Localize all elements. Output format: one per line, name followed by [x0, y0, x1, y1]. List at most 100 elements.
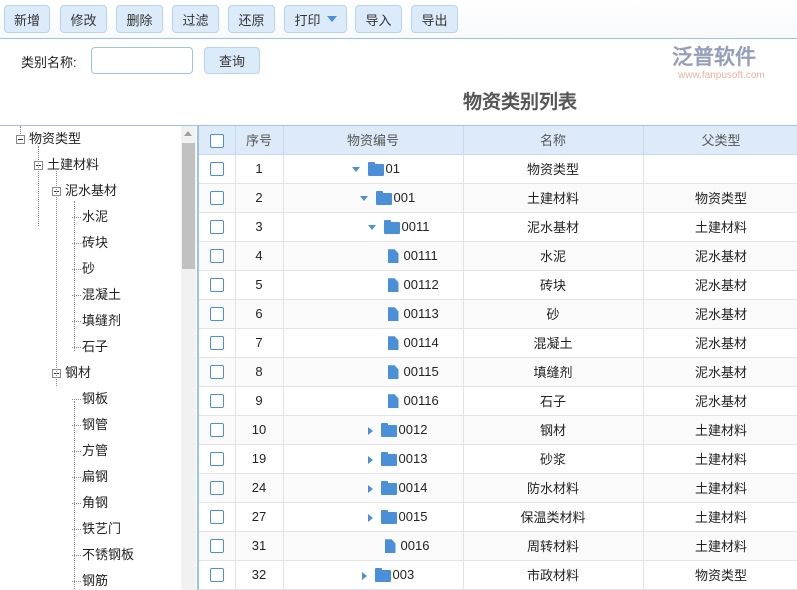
scroll-up-icon[interactable]: [184, 131, 192, 136]
table-row[interactable]: 7 00114 混凝土 泥水基材: [199, 328, 797, 358]
table-row[interactable]: 32 003 市政材料 物资类型: [199, 560, 797, 590]
table-row[interactable]: 6 00113 砂 泥水基材: [199, 299, 797, 329]
row-checkbox[interactable]: [209, 568, 224, 583]
table-row[interactable]: 9 00116 石子 泥水基材: [199, 386, 797, 416]
table-row[interactable]: 2 001 土建材料 物资类型: [199, 183, 797, 213]
tree-node[interactable]: 钢板: [72, 389, 108, 409]
tree-node[interactable]: 泥水基材: [52, 181, 117, 201]
collapsed-arrow-icon[interactable]: [367, 426, 373, 435]
code-text: 0013: [398, 451, 428, 466]
table-row[interactable]: 27 0015 保温类材料 土建材料: [199, 502, 797, 532]
row-select-cell: [199, 415, 236, 445]
row-checkbox[interactable]: [209, 539, 224, 554]
cell-parent: 泥水基材: [643, 241, 797, 271]
cell-name: 水泥: [463, 241, 644, 271]
cell-parent: 泥水基材: [643, 357, 797, 387]
tree-node[interactable]: 混凝土: [72, 285, 121, 305]
tree-node[interactable]: 石子: [72, 337, 108, 357]
filter-button[interactable]: 过滤: [172, 5, 219, 33]
code-text: 0014: [398, 480, 428, 495]
tree-node[interactable]: 钢筋: [72, 571, 108, 590]
code-text: 00115: [403, 363, 439, 379]
restore-button[interactable]: 还原: [228, 5, 275, 33]
cell-no: 10: [235, 415, 284, 445]
print-button[interactable]: 打印: [284, 5, 347, 33]
tree-node-label: 泥水基材: [65, 183, 118, 198]
table-row[interactable]: 3 0011 泥水基材 土建材料: [199, 212, 797, 242]
cell-parent: [643, 154, 797, 184]
header-code[interactable]: 物资编号: [283, 126, 464, 155]
tree-node[interactable]: 方管: [72, 441, 108, 461]
tree-node[interactable]: 铁艺门: [72, 519, 121, 539]
watermark-url: www.fanpusoft.com: [678, 70, 765, 81]
row-checkbox[interactable]: [209, 481, 224, 496]
tree-node[interactable]: 水泥: [72, 207, 108, 227]
table-row[interactable]: 10 0012 钢材 土建材料: [199, 415, 797, 445]
row-checkbox[interactable]: [209, 307, 224, 322]
collapsed-arrow-icon[interactable]: [367, 455, 373, 464]
category-name-input[interactable]: [91, 47, 193, 74]
row-checkbox[interactable]: [209, 278, 224, 293]
tree-node[interactable]: 砖块: [72, 233, 108, 253]
row-checkbox[interactable]: [209, 423, 224, 438]
row-checkbox[interactable]: [209, 394, 224, 409]
table-row[interactable]: 24 0014 防水材料 土建材料: [199, 473, 797, 503]
row-checkbox[interactable]: [209, 220, 224, 235]
cell-parent: 物资类型: [643, 183, 797, 213]
expanded-arrow-icon[interactable]: [351, 167, 360, 173]
table-row[interactable]: 4 00111 水泥 泥水基材: [199, 241, 797, 271]
expanded-arrow-icon[interactable]: [359, 196, 368, 202]
import-button[interactable]: 导入: [355, 5, 402, 33]
export-button[interactable]: 导出: [411, 5, 458, 33]
table-row[interactable]: 8 00115 填缝剂 泥水基材: [199, 357, 797, 387]
row-checkbox[interactable]: [209, 365, 224, 380]
row-checkbox[interactable]: [209, 336, 224, 351]
tree-node[interactable]: 砂: [72, 259, 95, 279]
table-row[interactable]: 1 01 物资类型: [199, 154, 797, 184]
cell-no: 24: [235, 473, 284, 503]
tree-node-label: 方管: [82, 443, 109, 458]
collapsed-arrow-icon[interactable]: [367, 513, 373, 522]
row-select-cell: [199, 154, 236, 184]
tree-node[interactable]: 钢管: [72, 415, 108, 435]
delete-button[interactable]: 删除: [116, 5, 163, 33]
file-icon: [387, 394, 399, 409]
folder-icon: [380, 451, 397, 466]
header-name[interactable]: 名称: [463, 126, 644, 155]
collapsed-arrow-icon[interactable]: [367, 484, 373, 493]
tree-connector: [72, 425, 81, 427]
row-select-cell: [199, 444, 236, 474]
select-all-checkbox[interactable]: [209, 133, 224, 148]
row-checkbox[interactable]: [209, 191, 224, 206]
tree-node[interactable]: 物资类型: [16, 129, 81, 149]
query-button[interactable]: 查询: [204, 47, 260, 74]
expanded-arrow-icon[interactable]: [367, 225, 376, 231]
header-parent[interactable]: 父类型: [643, 126, 797, 155]
tree-node[interactable]: 土建材料: [34, 155, 99, 175]
tree-node-label: 钢材: [65, 365, 92, 380]
tree-node[interactable]: 不锈钢板: [72, 545, 134, 565]
collapsed-arrow-icon[interactable]: [361, 571, 367, 580]
add-button[interactable]: 新增: [4, 5, 50, 33]
tree-node[interactable]: 填缝剂: [72, 311, 121, 331]
table-row[interactable]: 5 00112 砖块 泥水基材: [199, 270, 797, 300]
row-checkbox[interactable]: [209, 510, 224, 525]
row-select-cell: [199, 241, 236, 271]
edit-button[interactable]: 修改: [60, 5, 107, 33]
collapse-icon[interactable]: [16, 135, 25, 145]
tree-node-label: 物资类型: [29, 131, 82, 146]
header-no[interactable]: 序号: [235, 126, 284, 155]
table-row[interactable]: 31 0016 周转材料 土建材料: [199, 531, 797, 561]
row-checkbox[interactable]: [209, 452, 224, 467]
category-grid: 序号 物资编号 名称 父类型 1 01 物资类型 2 001 土建材料 物资类型…: [197, 125, 797, 590]
cell-name: 防水材料: [463, 473, 644, 503]
tree-node[interactable]: 扁钢: [72, 467, 108, 487]
row-checkbox[interactable]: [209, 249, 224, 264]
scrollbar-thumb[interactable]: [182, 143, 195, 269]
tree-scrollbar[interactable]: [181, 126, 196, 590]
print-label: 打印: [294, 12, 321, 28]
tree-node[interactable]: 角钢: [72, 493, 108, 513]
tree-node[interactable]: 钢材: [52, 363, 91, 383]
table-row[interactable]: 19 0013 砂浆 土建材料: [199, 444, 797, 474]
row-checkbox[interactable]: [209, 162, 224, 177]
